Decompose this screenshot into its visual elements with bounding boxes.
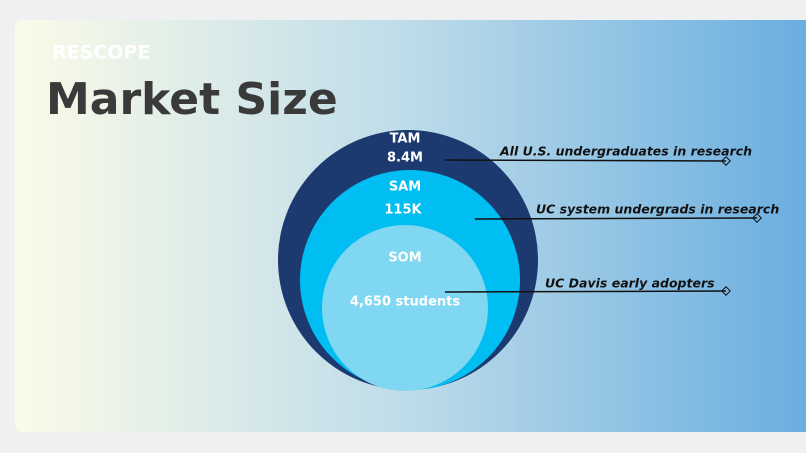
segment-description: UC Davis early adopters: [545, 276, 715, 291]
connector-end: [752, 213, 762, 223]
segment-description: UC system undergrads in research: [536, 202, 779, 217]
connector-end: [721, 156, 731, 166]
segment-value: 115K: [384, 203, 422, 218]
som-circle: [322, 225, 488, 391]
segment-label: SAM: [389, 180, 421, 195]
logo: RESCOPE: [52, 42, 150, 64]
title: Market Size: [46, 74, 338, 125]
connector: [474, 217, 758, 220]
segment-label: TAM: [390, 132, 421, 147]
connector: [444, 290, 727, 293]
segment-value: 8.4M: [387, 151, 423, 166]
segment-value: 4,650 students: [350, 295, 460, 310]
connector: [444, 159, 727, 162]
segment-label: SOM: [388, 251, 421, 266]
segment-description: All U.S. undergraduates in research: [499, 144, 752, 159]
connector-end: [721, 286, 731, 296]
